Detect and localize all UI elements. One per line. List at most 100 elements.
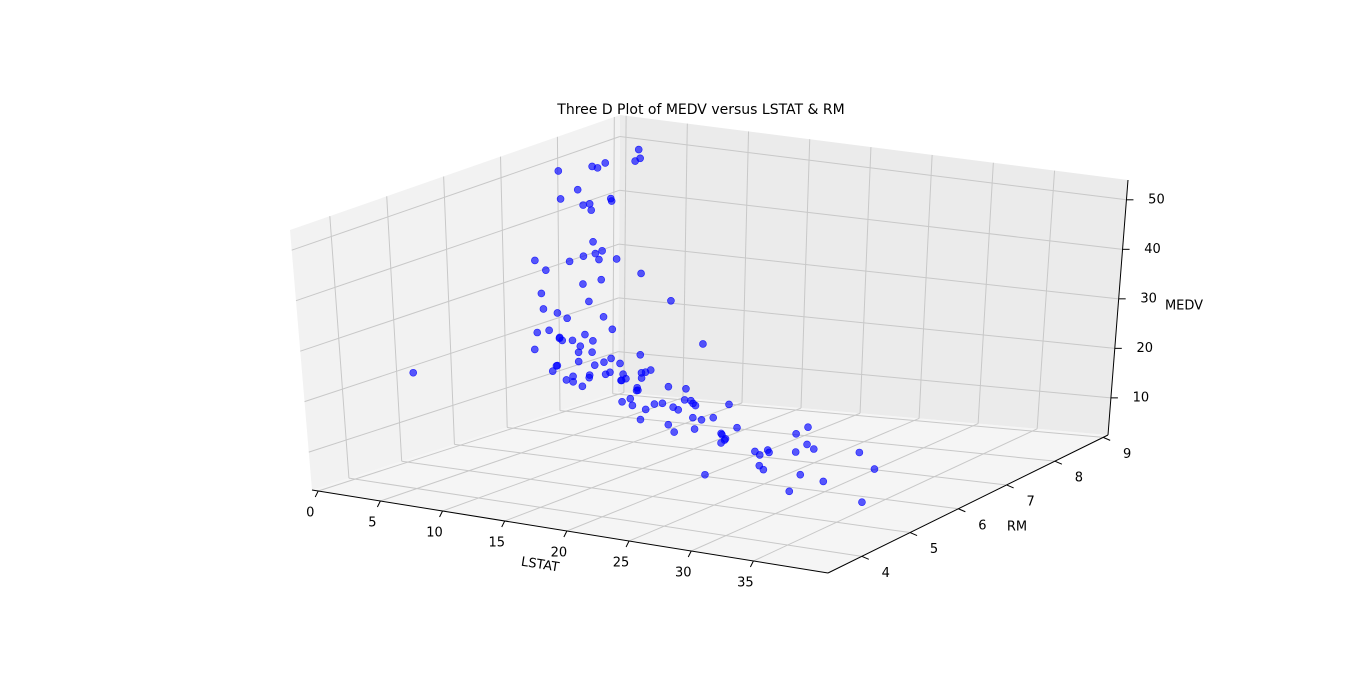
data-point [548,367,557,375]
data-point [870,465,879,473]
data-point [709,413,718,422]
data-point [792,430,800,438]
z-grid-line [308,351,619,453]
y-tick-label: 4 [882,566,890,581]
y-tick-label: 5 [930,542,938,557]
data-point [601,159,610,167]
data-point [619,370,627,378]
data-point [612,255,621,263]
data-point [785,487,794,496]
data-point [628,401,637,410]
data-point [597,275,606,284]
y-axis-label: RM [1007,520,1027,535]
data-point [664,420,673,429]
x-tick-label: 20 [551,546,568,561]
x-tick-label: 0 [306,506,314,521]
z-grid-line [618,297,1115,349]
z-tick-label: 50 [1148,192,1165,207]
x-tick [749,560,754,568]
data-point [579,280,587,288]
data-point [634,145,643,154]
data-point [855,448,864,457]
data-point [858,498,866,506]
data-point [646,366,655,374]
x-tick [501,520,506,528]
data-point [636,350,645,359]
x-tick-label: 5 [368,516,376,531]
data-point [589,337,597,345]
data-point [682,384,690,393]
data-point [765,448,773,457]
x-grid-line [741,131,750,403]
data-point [574,357,583,366]
x-tick [376,500,381,508]
data-point [553,309,562,317]
y-tick [909,532,918,537]
data-point [565,257,574,266]
x-grid-line [318,392,625,492]
data-point [697,415,706,424]
x-tick-label: 35 [737,576,754,591]
z-grid-line [619,189,1123,250]
x-grid-line [566,412,861,532]
y-grid-line [443,176,455,445]
z-grid-line [619,136,1127,201]
data-point [658,399,667,408]
data-point [569,372,577,381]
y-tick-label: 7 [1026,494,1034,509]
y-grid-line [386,196,403,462]
data-point [588,162,596,171]
data-point [553,361,562,370]
data-point [701,470,709,479]
data-point [588,348,596,356]
data-point [664,382,673,391]
data-point [699,340,707,348]
data-point [606,194,615,203]
data-point [554,167,563,175]
y-tick-label: 8 [1075,471,1083,486]
y-tick [1006,484,1014,489]
data-point [690,425,699,433]
data-point [545,326,553,335]
x-tick-label: 10 [426,526,443,541]
data-point [804,423,812,431]
z-axis-line [1107,179,1129,436]
z-tick-label: 30 [1140,291,1157,306]
chart-title: Three D Plot of MEDV versus LSTAT & RM [556,102,844,118]
data-point [531,256,539,265]
data-point [759,465,768,474]
x-grid-line [504,407,802,522]
z-grid-line [619,243,1119,300]
back-pane [618,115,1128,435]
x-grid-line [682,123,688,398]
data-point [650,400,659,408]
data-point [585,371,594,379]
data-point [568,336,577,345]
data-point [819,477,828,486]
data-point [591,249,600,258]
data-point [633,383,641,392]
data-point [530,345,539,354]
data-point [689,413,697,422]
data-point [600,358,608,366]
data-point [556,195,565,203]
data-point [595,255,603,264]
y-grid-line [348,477,862,557]
y-grid-line [329,216,350,479]
data-point [562,376,571,384]
left-pane [290,115,620,490]
data-point [803,440,811,449]
data-point [617,376,625,385]
data-point [618,397,626,406]
x-grid-line [691,423,979,552]
data-point [533,328,542,337]
data-point [563,314,571,323]
x-tick-label: 15 [488,536,505,551]
x-grid-line [977,162,994,424]
data-point [791,448,800,456]
x-axis-line [311,489,829,574]
z-grid-line [295,189,620,302]
x-grid-line [1036,170,1056,429]
y-grid-line [500,156,508,428]
data-point [631,157,639,165]
